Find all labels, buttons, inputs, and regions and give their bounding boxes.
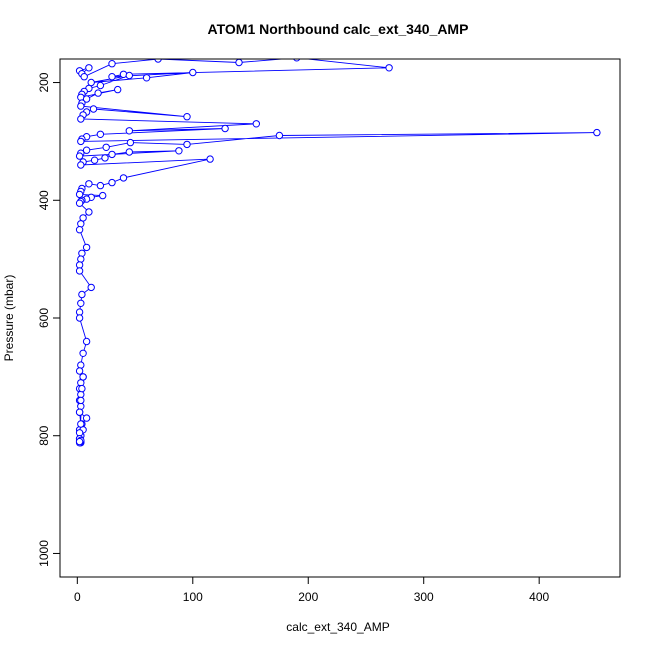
data-point (94, 89, 102, 97)
data-point (119, 174, 128, 182)
data-point (77, 220, 85, 228)
data-point (183, 113, 191, 121)
data-point (75, 314, 84, 322)
data-point (75, 226, 84, 234)
data-point (82, 146, 91, 154)
data-point (119, 70, 128, 79)
data-point (82, 95, 91, 103)
y-axis: 200 400 600 800 1000 (37, 72, 61, 567)
data-point (275, 131, 284, 140)
y-axis-label: Pressure (mbar) (2, 275, 16, 362)
data-point (77, 137, 85, 146)
data-point (77, 102, 85, 110)
data-point (77, 396, 85, 405)
data-series (75, 59, 601, 447)
data-point (385, 64, 393, 72)
data-point (96, 130, 105, 139)
y-tick-label: 600 (37, 308, 51, 328)
data-point (79, 373, 87, 381)
data-point (154, 59, 162, 63)
data-point (77, 161, 85, 169)
data-point (102, 143, 110, 152)
data-point (593, 128, 601, 137)
data-point (189, 68, 197, 77)
data-point (77, 420, 85, 428)
data-point (75, 437, 84, 446)
data-point (75, 408, 84, 416)
data-point (183, 140, 191, 149)
data-point (85, 180, 93, 188)
data-point (114, 85, 122, 94)
data-point (87, 283, 95, 292)
x-tick-label: 300 (414, 590, 434, 604)
data-point (82, 243, 91, 252)
data-point (75, 367, 84, 375)
data-point (75, 152, 84, 160)
data-point (108, 178, 116, 187)
data-point (175, 147, 183, 155)
data-point (77, 361, 85, 369)
plot-frame (59, 58, 621, 578)
data-point (85, 64, 93, 72)
data-point (79, 349, 87, 357)
data-point (78, 384, 86, 393)
data-point (78, 249, 86, 258)
x-tick-label: 100 (183, 590, 203, 604)
data-point (85, 208, 93, 216)
x-tick-label: 0 (74, 590, 81, 604)
data-point (206, 155, 214, 163)
data-point (125, 148, 134, 156)
data-point (235, 59, 243, 67)
x-axis-label: calc_ext_340_AMP (286, 620, 389, 634)
data-point (90, 156, 99, 164)
data-point (142, 74, 151, 82)
data-point (96, 181, 105, 190)
data-point (82, 337, 91, 346)
data-point (99, 191, 107, 200)
data-point (101, 154, 109, 162)
data-point (77, 115, 85, 123)
series-line (78, 59, 597, 444)
data-point (252, 120, 261, 128)
data-point (108, 73, 116, 81)
y-tick-label: 1000 (37, 540, 51, 567)
data-point (125, 127, 134, 135)
x-axis: 0 100 200 300 400 (74, 576, 550, 604)
data-point (77, 299, 85, 308)
data-point (77, 255, 85, 263)
x-tick-label: 200 (298, 590, 318, 604)
chart-title: ATOM1 Northbound calc_ext_340_AMP (208, 21, 469, 37)
x-tick-label: 400 (529, 590, 549, 604)
data-point (125, 71, 134, 80)
data-point (108, 59, 116, 68)
y-tick-label: 800 (37, 425, 51, 445)
data-point (126, 138, 135, 147)
data-point (78, 290, 86, 299)
data-point (89, 105, 98, 113)
data-point (75, 267, 84, 275)
data-point (96, 81, 105, 90)
plot-area (75, 59, 601, 447)
data-point (108, 150, 116, 159)
data-point (221, 124, 229, 133)
data-point (82, 414, 91, 422)
y-tick-label: 400 (37, 190, 51, 210)
data-point (293, 59, 301, 62)
data-point (75, 199, 84, 207)
y-tick-label: 200 (37, 72, 51, 92)
data-point (80, 73, 88, 81)
